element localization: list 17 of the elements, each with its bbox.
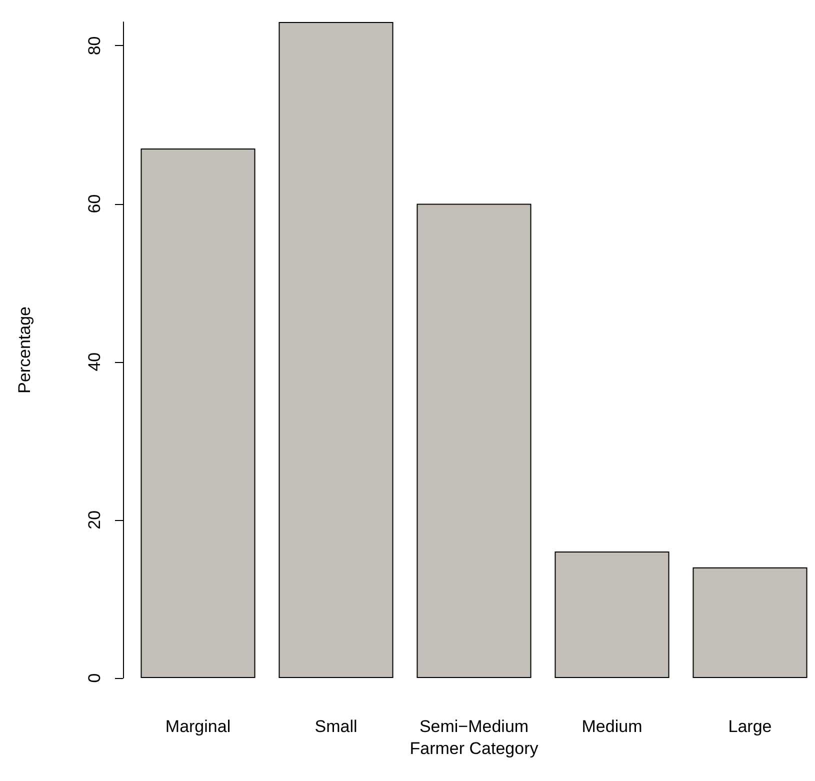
bar — [416, 204, 532, 678]
bar — [554, 552, 670, 678]
y-tick-label: 0 — [85, 673, 104, 683]
x-tick-label: Small — [314, 717, 358, 736]
bar — [278, 22, 394, 678]
bar — [140, 148, 256, 678]
y-tick-label: 40 — [85, 352, 104, 372]
y-tick-label: 60 — [85, 194, 104, 214]
x-tick-label: Large — [728, 717, 772, 736]
y-tick-label: 20 — [85, 510, 104, 530]
x-axis-title: Farmer Category — [410, 738, 539, 758]
x-tick-label: Medium — [582, 717, 642, 736]
y-axis-title: Percentage — [15, 306, 34, 394]
x-tick-label: Marginal — [165, 717, 231, 736]
y-tick-label: 80 — [85, 36, 104, 56]
x-tick-label: Semi−Medium — [419, 717, 529, 736]
bar — [692, 567, 808, 678]
